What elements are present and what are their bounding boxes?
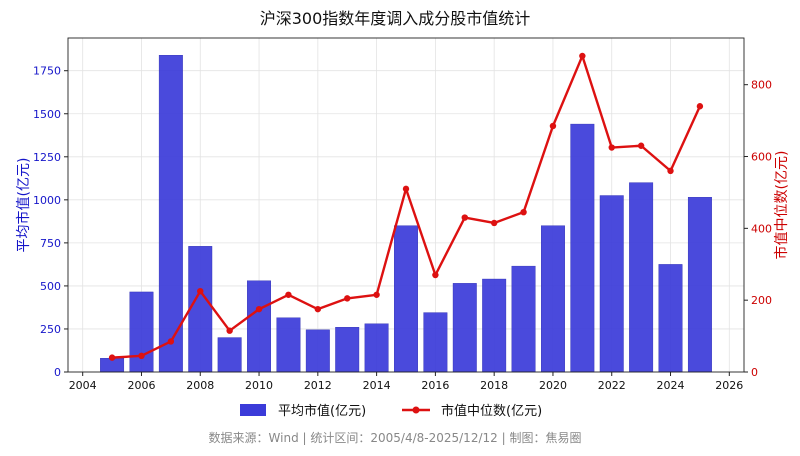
y-left-ticks: 0 250 500 750 1000 1250 1500 1750 <box>33 65 68 379</box>
legend-bar-swatch <box>240 404 266 416</box>
y-right-tick-label: 200 <box>751 294 772 307</box>
bar <box>687 197 712 373</box>
x-tick-label: 2008 <box>186 379 214 392</box>
median-point <box>108 354 116 361</box>
median-point <box>520 208 527 216</box>
bar <box>217 337 242 373</box>
plot-frame <box>67 37 745 373</box>
median-point <box>197 287 204 295</box>
median-point <box>167 338 175 345</box>
median-point <box>432 271 439 279</box>
bars <box>100 55 712 373</box>
x-tick-label: 2022 <box>598 379 626 392</box>
median-point <box>285 291 292 298</box>
y-right-tick-label: 600 <box>751 151 772 164</box>
x-tick-label: 2024 <box>657 379 685 392</box>
legend-line-marker <box>412 406 420 414</box>
legend-line-label: 市值中位数(亿元) <box>441 403 542 419</box>
bar <box>188 246 213 373</box>
median-point <box>138 352 145 360</box>
x-tick-label: 2016 <box>421 379 449 392</box>
y-left-tick-label: 0 <box>54 366 61 379</box>
bar <box>570 123 595 373</box>
y-right-tick-label: 800 <box>751 79 772 92</box>
chart-title: 沪深300指数年度调入成分股市值统计 <box>260 9 531 28</box>
bar <box>394 225 418 373</box>
median-point <box>637 142 645 149</box>
median-line-group <box>108 52 704 361</box>
y-right-tick-label: 0 <box>751 366 758 379</box>
bar <box>658 264 683 373</box>
x-tick-label: 2014 <box>363 379 391 392</box>
median-point <box>696 103 704 110</box>
bar <box>629 182 654 373</box>
x-tick-label: 2004 <box>69 379 97 392</box>
x-tick-label: 2012 <box>304 379 332 392</box>
median-point <box>373 291 380 298</box>
y-left-tick-label: 1250 <box>33 151 61 164</box>
bar <box>335 327 360 373</box>
x-tick-label: 2020 <box>539 379 567 392</box>
y-left-tick-label: 1500 <box>33 108 61 121</box>
y-left-tick-label: 1750 <box>33 65 61 78</box>
x-tick-label: 2026 <box>715 379 743 392</box>
bar <box>247 280 271 373</box>
bar <box>599 195 624 373</box>
median-point <box>226 327 233 334</box>
median-point <box>490 219 498 227</box>
bar <box>129 291 154 373</box>
x-ticks: 2004 2006 2008 2010 2012 2014 2016 2018 2020 2022… <box>69 372 743 392</box>
bar <box>276 317 301 373</box>
bar <box>482 278 507 373</box>
median-point <box>344 295 351 302</box>
footer-note: 数据来源：Wind | 统计区间：2005/4/8-2025/12/12 | 制… <box>209 430 582 445</box>
bar <box>452 283 477 373</box>
bar <box>541 225 565 373</box>
legend: 平均市值(亿元) 市值中位数(亿元) <box>240 403 542 419</box>
median-point <box>314 305 322 313</box>
y-left-tick-label: 750 <box>40 237 61 250</box>
y-right-tick-label: 400 <box>751 222 772 235</box>
median-point <box>579 52 586 60</box>
x-tick-label: 2010 <box>245 379 273 392</box>
median-point <box>461 214 468 221</box>
y-right-label: 市值中位数(亿元) <box>773 151 790 260</box>
bar <box>305 329 330 373</box>
median-point <box>402 185 410 193</box>
median-point <box>667 167 674 175</box>
y-right-ticks: 0 200 400 600 800 <box>744 79 772 379</box>
y-left-label: 平均市值(亿元) <box>15 158 32 253</box>
y-left-tick-label: 1000 <box>33 194 61 207</box>
bar <box>511 265 536 373</box>
y-left-tick-label: 250 <box>40 323 61 336</box>
median-point <box>255 305 263 313</box>
x-tick-label: 2018 <box>480 379 508 392</box>
legend-bar-label: 平均市值(亿元) <box>278 403 366 419</box>
x-tick-label: 2006 <box>127 379 155 392</box>
bar <box>158 55 183 373</box>
bar <box>423 312 448 373</box>
median-point <box>549 122 557 130</box>
median-point <box>608 144 615 151</box>
bar <box>364 323 389 373</box>
y-left-tick-label: 500 <box>40 280 61 293</box>
